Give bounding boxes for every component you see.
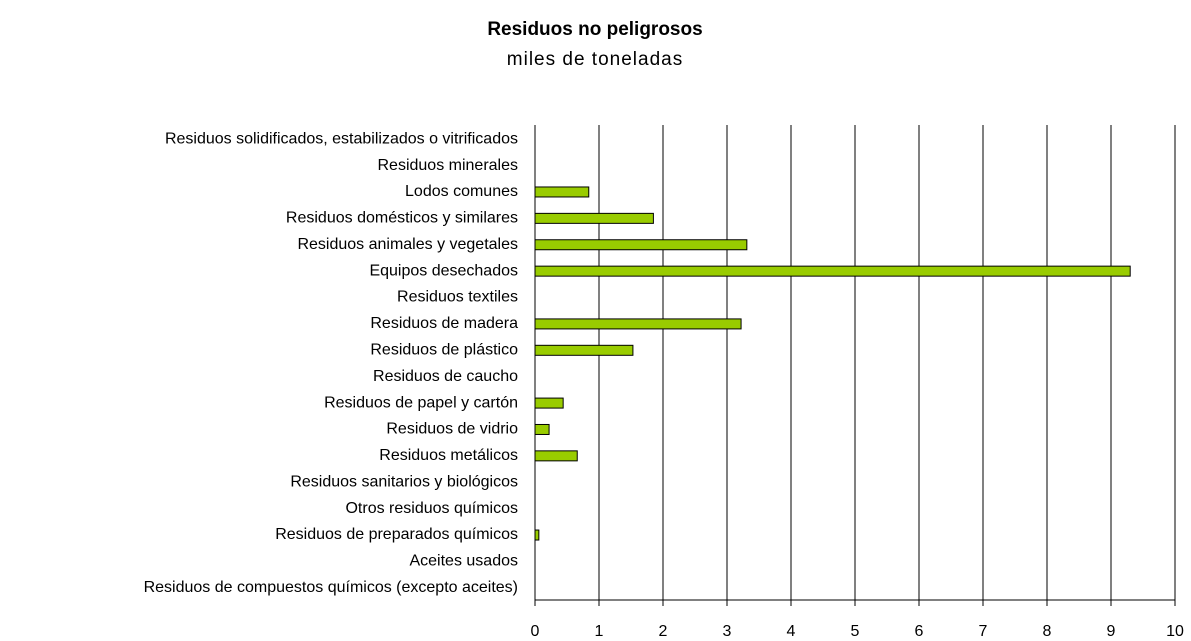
bar	[534, 318, 742, 330]
bar	[534, 397, 564, 409]
y-tick-label: Residuos de preparados químicos	[275, 526, 518, 543]
x-tick-label: 6	[915, 623, 924, 640]
x-tick-label: 7	[979, 623, 988, 640]
x-tick-label: 5	[851, 623, 860, 640]
chart-title: Residuos no peligrosos	[487, 19, 702, 40]
bar	[534, 265, 1131, 277]
y-tick-label: Residuos de madera	[370, 315, 518, 332]
x-tick-label: 2	[659, 623, 668, 640]
bar	[534, 423, 550, 435]
y-tick-label: Residuos textiles	[397, 289, 518, 306]
x-tick-label: 10	[1166, 623, 1184, 640]
y-tick-label: Residuos minerales	[377, 157, 518, 174]
chart-subtitle: miles de toneladas	[507, 49, 683, 70]
x-tick-label: 1	[595, 623, 604, 640]
y-tick-label: Residuos solidificados, estabilizados o …	[165, 130, 518, 147]
y-tick-label: Residuos de plástico	[370, 342, 518, 359]
y-tick-label: Residuos domésticos y similares	[286, 210, 518, 227]
y-tick-label: Otros residuos químicos	[345, 500, 518, 517]
y-tick-label: Aceites usados	[409, 553, 518, 570]
bar	[534, 344, 634, 356]
x-tick-label: 0	[531, 623, 540, 640]
y-tick-label: Residuos de compuestos químicos (excepto…	[144, 579, 518, 596]
y-tick-label: Residuos metálicos	[379, 447, 518, 464]
y-tick-label: Residuos sanitarios y biológicos	[290, 473, 518, 490]
bar	[534, 450, 578, 462]
bar	[534, 186, 590, 198]
bar	[534, 239, 748, 251]
x-tick-label: 8	[1043, 623, 1052, 640]
y-tick-label: Residuos de caucho	[373, 368, 518, 385]
y-tick-label: Equipos desechados	[369, 262, 518, 279]
y-tick-label: Residuos de vidrio	[386, 421, 518, 438]
x-tick-label: 3	[723, 623, 732, 640]
bar	[534, 529, 540, 541]
bar	[534, 212, 654, 224]
y-tick-label: Lodos comunes	[405, 183, 518, 200]
y-tick-label: Residuos animales y vegetales	[297, 236, 518, 253]
x-tick-label: 9	[1107, 623, 1116, 640]
x-tick-label: 4	[787, 623, 796, 640]
y-tick-label: Residuos de papel y cartón	[324, 394, 518, 411]
